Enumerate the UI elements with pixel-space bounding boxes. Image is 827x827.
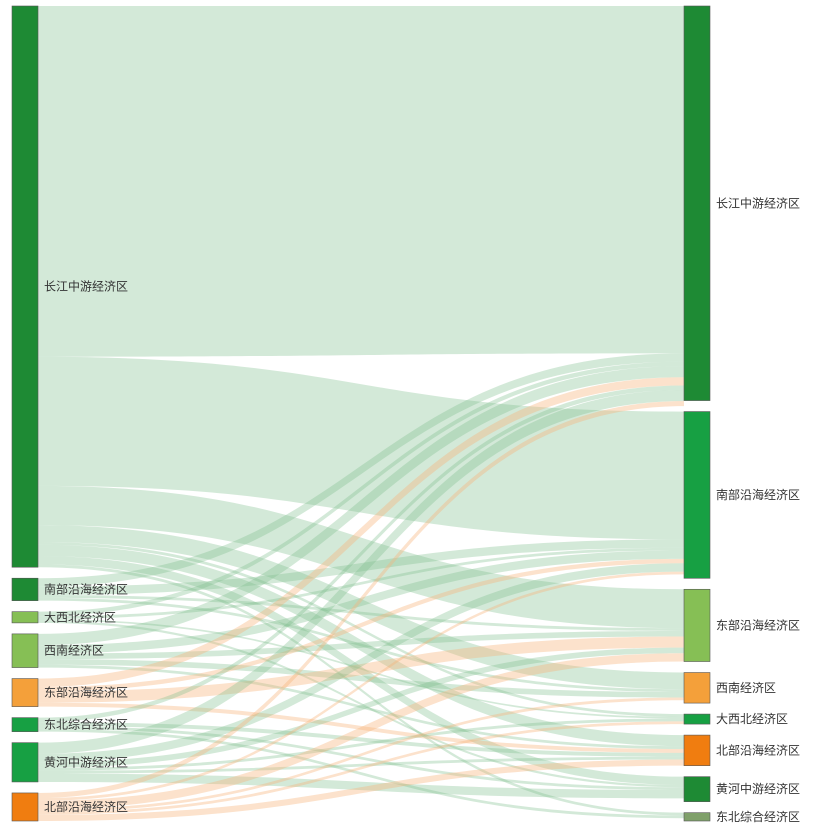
flow-xinan-to-nanbu bbox=[38, 550, 684, 654]
flow-dongbu-to-dongbu bbox=[38, 636, 684, 703]
left-node-label-dongbu: 东部沿海经济区 bbox=[44, 685, 128, 700]
flow-xinan-to-beibu bbox=[38, 664, 684, 749]
flow-huanghe-to-dongbu bbox=[38, 647, 684, 768]
right-node-label-nanbu: 南部沿海经济区 bbox=[716, 487, 800, 502]
flow-daxibei-to-changjiang bbox=[38, 361, 684, 617]
flow-changjiang-to-nanbu bbox=[38, 356, 684, 540]
left-node-changjiang bbox=[11, 5, 39, 568]
left-node-beibu bbox=[11, 792, 39, 822]
right-node-beibu bbox=[683, 734, 711, 766]
flow-dongbei-to-dongbei bbox=[38, 728, 684, 819]
flow-beibu-to-dongbu bbox=[38, 653, 684, 810]
right-node-label-changjiang: 长江中游经济区 bbox=[716, 195, 800, 210]
right-node-label-beibu: 北部沿海经济区 bbox=[716, 742, 800, 757]
flow-huanghe-to-huanghe bbox=[38, 773, 684, 799]
flow-huanghe-to-beibu bbox=[38, 756, 684, 774]
flow-dongbu-to-nanbu bbox=[38, 558, 684, 692]
flow-changjiang-to-dongbei bbox=[38, 564, 684, 816]
labels-layer: 长江中游经济区南部沿海经济区大西北经济区西南经济区东部沿海经济区东北综合经济区黄… bbox=[44, 195, 800, 824]
flow-nanbu-to-changjiang bbox=[38, 353, 684, 587]
flow-dongbei-to-changjiang bbox=[38, 385, 684, 723]
nodes-layer bbox=[11, 5, 711, 822]
flow-daxibei-to-daxibei bbox=[38, 618, 684, 719]
flow-daxibei-to-nanbu bbox=[38, 547, 684, 619]
flow-xinan-to-xinan bbox=[38, 659, 684, 698]
left-node-nanbu bbox=[11, 577, 39, 601]
right-node-dongbu bbox=[683, 588, 711, 662]
flow-changjiang-to-dongbu bbox=[38, 485, 684, 629]
left-node-label-huanghe: 黄河中游经济区 bbox=[44, 754, 128, 769]
left-node-huanghe bbox=[11, 742, 39, 783]
left-node-dongbu bbox=[11, 678, 39, 707]
right-node-label-xinan: 西南经济区 bbox=[716, 680, 776, 695]
flow-changjiang-to-huanghe bbox=[38, 555, 684, 785]
flow-xinan-to-changjiang bbox=[38, 366, 684, 646]
right-node-huanghe bbox=[683, 776, 711, 802]
left-node-label-nanbu: 南部沿海经济区 bbox=[44, 581, 128, 596]
right-node-label-dongbei: 东北综合经济区 bbox=[716, 809, 800, 824]
right-node-label-dongbu: 东部沿海经济区 bbox=[716, 617, 800, 632]
flow-daxibei-to-huanghe bbox=[38, 620, 684, 788]
left-node-label-daxibei: 大西北经济区 bbox=[44, 609, 116, 624]
flow-changjiang-to-daxibei bbox=[38, 541, 684, 717]
flow-huanghe-to-changjiang bbox=[38, 390, 684, 754]
flow-nanbu-to-dongbu bbox=[38, 595, 684, 631]
flow-nanbu-to-xinan bbox=[38, 597, 684, 692]
right-node-nanbu bbox=[683, 411, 711, 579]
flow-changjiang-to-beibu bbox=[38, 544, 684, 747]
left-node-xinan bbox=[11, 633, 39, 668]
flow-dongbu-to-changjiang bbox=[38, 377, 684, 687]
flow-nanbu-to-nanbu bbox=[38, 539, 684, 596]
left-node-label-beibu: 北部沿海经济区 bbox=[44, 799, 128, 814]
right-node-daxibei bbox=[683, 713, 711, 725]
right-node-label-daxibei: 大西北经济区 bbox=[716, 711, 788, 726]
left-node-label-xinan: 西南经济区 bbox=[44, 643, 104, 658]
flow-changjiang-to-changjiang bbox=[38, 6, 684, 357]
right-node-label-huanghe: 黄河中游经济区 bbox=[716, 781, 800, 796]
flow-dongbei-to-beibu bbox=[38, 722, 684, 757]
flow-beibu-to-daxibei bbox=[38, 721, 684, 815]
left-node-dongbei bbox=[11, 717, 39, 732]
flow-beibu-to-changjiang bbox=[38, 401, 684, 798]
left-node-daxibei bbox=[11, 611, 39, 624]
links-layer bbox=[38, 6, 684, 821]
flow-huanghe-to-nanbu bbox=[38, 563, 684, 763]
flow-changjiang-to-xinan bbox=[38, 525, 684, 690]
right-node-xinan bbox=[683, 672, 711, 704]
flow-xinan-to-dongbu bbox=[38, 630, 684, 660]
flow-beibu-to-nanbu bbox=[38, 571, 684, 801]
flow-dongbei-to-huanghe bbox=[38, 726, 684, 790]
right-node-dongbei bbox=[683, 812, 711, 822]
flow-dongbu-to-beibu bbox=[38, 702, 684, 753]
flow-huanghe-to-daxibei bbox=[38, 718, 684, 771]
right-node-changjiang bbox=[683, 5, 711, 401]
flow-beibu-to-beibu bbox=[38, 759, 684, 821]
flow-beibu-to-xinan bbox=[38, 697, 684, 813]
left-node-label-dongbei: 东北综合经济区 bbox=[44, 717, 128, 732]
left-node-label-changjiang: 长江中游经济区 bbox=[44, 279, 128, 294]
